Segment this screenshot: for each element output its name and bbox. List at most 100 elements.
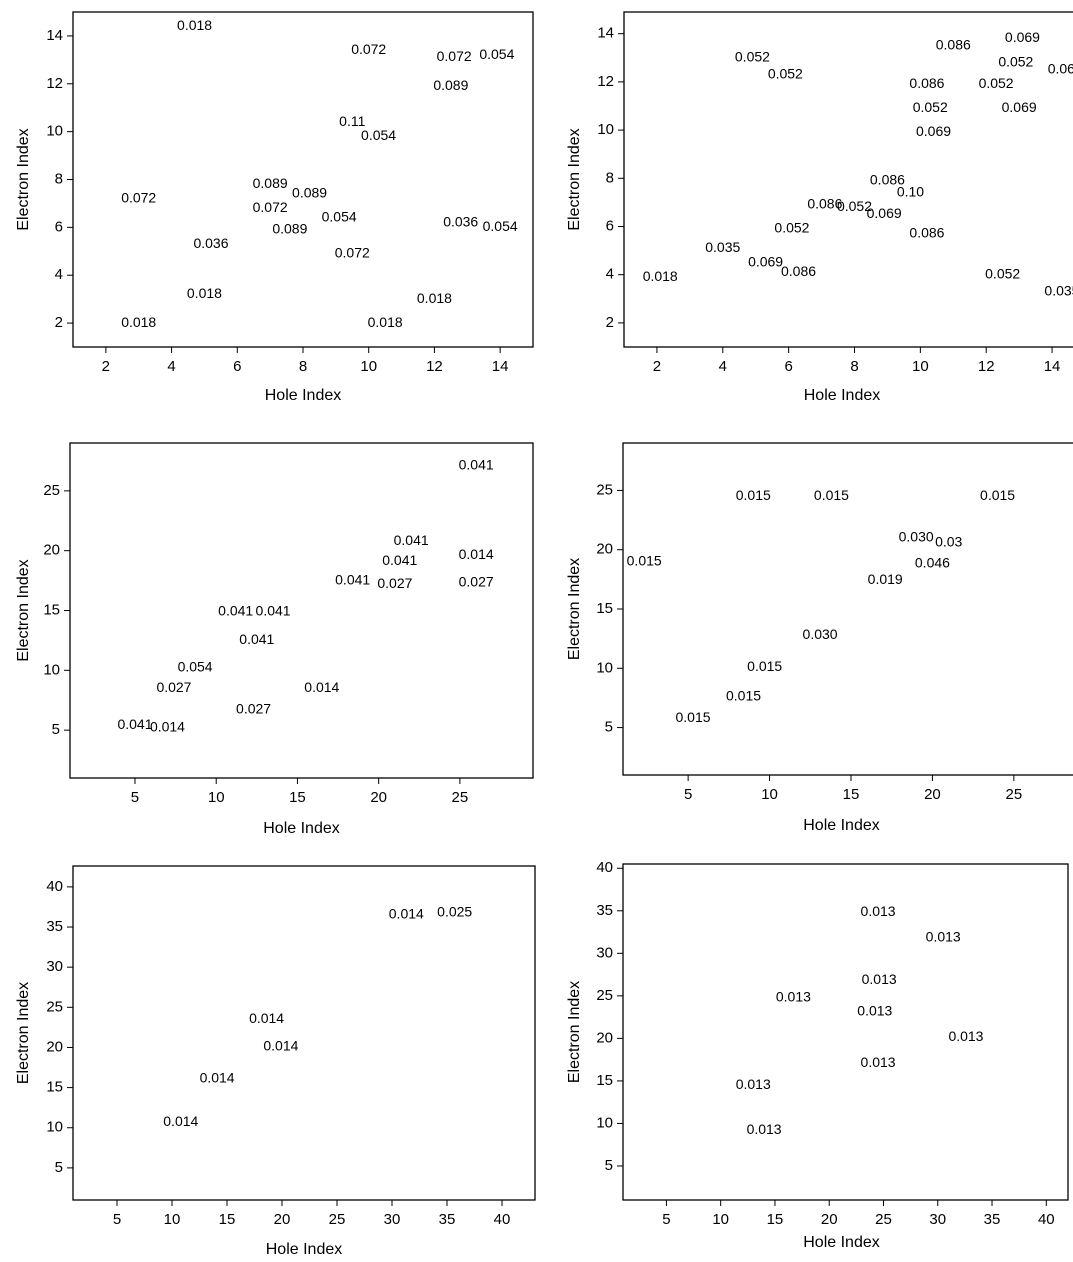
x-tick-label: 15 [289,789,306,806]
x-tick-label: 25 [875,1211,892,1228]
contour-label: 0.041 [459,456,494,472]
contour-label: 0.013 [862,971,897,987]
x-tick-label: 10 [208,789,225,806]
y-tick-label: 25 [596,481,613,498]
y-tick-label: 2 [606,314,614,331]
x-tick-label: 20 [370,789,387,806]
contour-label: 0.019 [868,571,903,587]
contour-label: 0.015 [747,658,782,674]
contour-label: 0.018 [177,17,212,33]
contour-label: 0.035 [705,239,740,255]
contour-label: 0.013 [948,1028,983,1044]
y-tick-label: 5 [605,719,613,736]
contour-label: 0.013 [857,1003,892,1019]
contour-label: 0.030 [899,529,934,545]
contour-label: 0.041 [394,532,429,548]
contour-label: 0.054 [322,208,357,224]
x-tick-label: 8 [850,358,858,375]
contour-label: 0.052 [735,48,770,64]
x-axis-title: Hole Index [263,820,340,837]
y-tick-label: 10 [43,661,60,678]
contour-label: 0.025 [437,903,472,919]
y-tick-label: 25 [46,998,63,1015]
x-tick-label: 30 [384,1211,401,1228]
y-tick-label: 5 [605,1157,613,1174]
y-axis-title: Electron Index [15,982,32,1084]
contour-label: 0.069 [1002,99,1037,115]
y-tick-label: 6 [606,217,614,234]
contour-label: 0.027 [377,575,412,591]
y-tick-label: 8 [55,170,63,187]
contour-label: 0.036 [443,213,478,229]
y-tick-label: 10 [597,121,614,138]
contour-label: 0.015 [736,487,771,503]
y-tick-label: 30 [596,944,613,961]
y-tick-label: 2 [55,314,63,331]
x-tick-label: 15 [843,786,860,803]
contour-label: 0.052 [837,198,872,214]
contour-label: 0.046 [915,555,950,571]
contour-label: 0.014 [150,718,185,734]
x-tick-label: 5 [662,1211,670,1228]
x-tick-label: 10 [360,358,377,375]
contour-label: 0.014 [389,906,424,922]
contour-label: 0.015 [627,552,662,568]
contour-label: 0.089 [433,77,468,93]
contour-label: 0.015 [980,487,1015,503]
contour-label: 0.086 [807,196,842,212]
x-tick-label: 20 [924,786,941,803]
contour-label: 0.018 [187,285,222,301]
contour-label: 0.013 [861,1054,896,1070]
contour-label: 0.086 [781,263,816,279]
contour-label: 0.041 [117,716,152,732]
contour-label: 0.054 [479,46,514,62]
contour-label: 0.015 [814,487,849,503]
x-tick-label: 14 [492,358,509,375]
x-axis-title: Hole Index [803,817,880,834]
contour-label: 0.089 [292,185,327,201]
contour-label: 0.041 [335,571,370,587]
contour-label: 0.014 [200,1069,235,1085]
y-tick-label: 40 [46,878,63,895]
x-tick-label: 15 [219,1211,236,1228]
y-tick-label: 4 [606,266,614,283]
contour-label: 0.069 [867,205,902,221]
y-tick-label: 12 [597,73,614,90]
contour-label: 0.014 [163,1113,198,1129]
contour-label: 0.086 [909,75,944,91]
contour-label: 0.089 [272,220,307,236]
x-tick-label: 10 [712,1211,729,1228]
y-tick-label: 8 [606,169,614,186]
contour-label: 0.054 [483,218,518,234]
x-tick-label: 8 [299,358,307,375]
x-tick-label: 14 [1044,358,1061,375]
y-tick-label: 10 [596,659,613,676]
contour-label: 0.072 [253,199,288,215]
contour-label: 0.069 [748,253,783,269]
y-tick-label: 25 [43,482,60,499]
contour-label: 0.054 [361,127,396,143]
contour-label: 0.014 [304,679,339,695]
x-axis-title: Hole Index [804,387,881,404]
y-tick-label: 14 [597,25,614,42]
y-axis-title: Electron Index [566,558,583,660]
contour-label: 0.014 [263,1037,298,1053]
x-tick-label: 15 [767,1211,784,1228]
contour-label: 0.013 [736,1076,771,1092]
x-tick-label: 10 [761,786,778,803]
contour-label: 0.052 [998,53,1033,69]
contour-label: 0.052 [979,75,1014,91]
x-tick-label: 12 [426,358,443,375]
contour-label: 0.10 [897,183,924,199]
x-tick-label: 10 [912,358,929,375]
x-axis-title: Hole Index [266,1241,343,1258]
x-tick-label: 40 [494,1211,511,1228]
y-axis-title: Electron Index [15,559,32,661]
x-tick-label: 5 [131,789,139,806]
x-tick-label: 5 [113,1211,121,1228]
y-tick-label: 30 [46,958,63,975]
contour-label: 0.086 [909,224,944,240]
contour-label: 0.072 [121,189,156,205]
x-tick-label: 30 [929,1211,946,1228]
